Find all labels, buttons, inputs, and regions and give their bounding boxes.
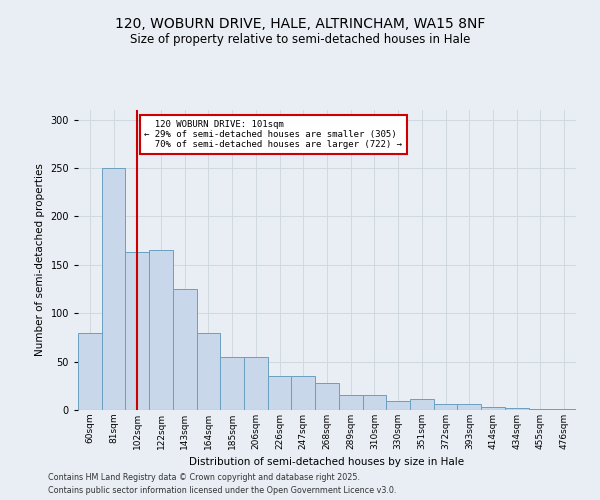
Bar [410,400,434,410]
Bar [481,407,505,410]
X-axis label: Distribution of semi-detached houses by size in Hale: Distribution of semi-detached houses by … [190,458,464,468]
Bar [529,409,552,410]
Bar [149,250,173,410]
Text: Contains public sector information licensed under the Open Government Licence v3: Contains public sector information licen… [48,486,397,495]
Bar [339,396,362,410]
Bar [125,252,149,410]
Bar [173,289,197,410]
Bar [78,332,102,410]
Text: Size of property relative to semi-detached houses in Hale: Size of property relative to semi-detach… [130,32,470,46]
Bar [292,376,315,410]
Bar [362,396,386,410]
Bar [434,404,457,410]
Bar [386,402,410,410]
Bar [315,383,339,410]
Y-axis label: Number of semi-detached properties: Number of semi-detached properties [35,164,45,356]
Text: Contains HM Land Registry data © Crown copyright and database right 2025.: Contains HM Land Registry data © Crown c… [48,474,360,482]
Bar [268,376,292,410]
Bar [552,409,576,410]
Bar [457,404,481,410]
Bar [220,357,244,410]
Text: 120 WOBURN DRIVE: 101sqm
← 29% of semi-detached houses are smaller (305)
  70% o: 120 WOBURN DRIVE: 101sqm ← 29% of semi-d… [145,120,403,150]
Bar [505,408,529,410]
Text: 120, WOBURN DRIVE, HALE, ALTRINCHAM, WA15 8NF: 120, WOBURN DRIVE, HALE, ALTRINCHAM, WA1… [115,18,485,32]
Bar [244,357,268,410]
Bar [102,168,125,410]
Bar [197,332,220,410]
